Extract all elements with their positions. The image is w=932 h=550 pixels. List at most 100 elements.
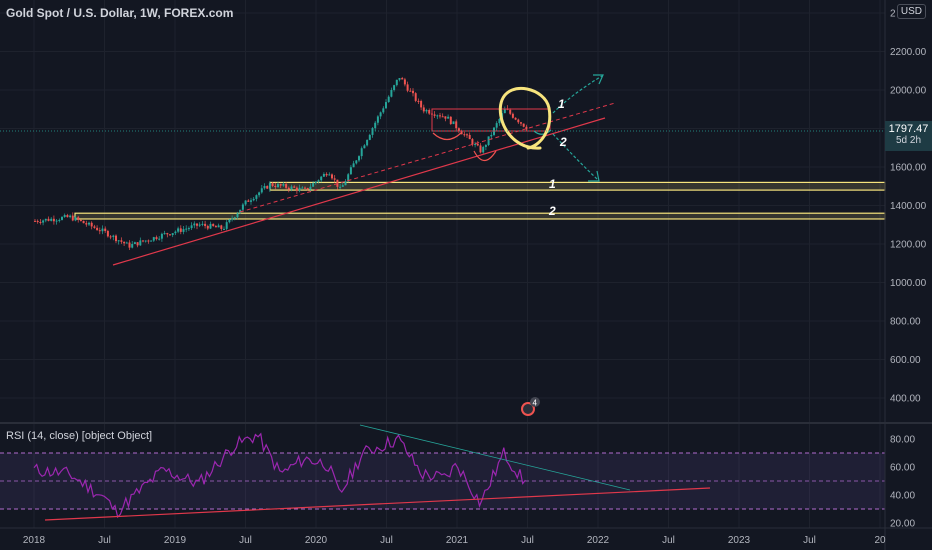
candle-body (293, 186, 296, 188)
candle-body (155, 237, 158, 240)
event-badge[interactable]: 4 (521, 397, 540, 416)
candle-body (150, 240, 153, 242)
candle-body (328, 174, 331, 176)
candle-body (123, 241, 126, 244)
candle-body (260, 188, 263, 193)
candle-body (514, 117, 517, 120)
candle-body (301, 187, 304, 189)
candle-body (144, 240, 147, 242)
candle-body (128, 242, 131, 248)
candle-body (298, 187, 301, 191)
support-zone-1[interactable] (269, 181, 886, 191)
candle-body (395, 79, 398, 86)
candle-body (304, 187, 306, 189)
candle-body (428, 109, 431, 114)
candle-body (325, 173, 328, 176)
candle-body (495, 123, 498, 128)
candle-body (185, 228, 188, 230)
candle-body (268, 183, 271, 189)
candle-body (174, 231, 177, 234)
candle-body (525, 126, 528, 130)
candle-body (363, 145, 366, 149)
candle-body (66, 215, 69, 218)
candle-body (441, 116, 444, 118)
candle-body (187, 228, 190, 230)
candle-body (96, 227, 99, 231)
candle-body (204, 223, 207, 226)
rsi-support-trendline[interactable] (44, 487, 711, 521)
candle-body (487, 136, 490, 146)
head-arc (473, 150, 497, 162)
rsi-resistance-trendline[interactable] (359, 424, 631, 491)
candle-body (498, 119, 501, 124)
candle-body (179, 228, 182, 232)
label-zone-2: 2 (548, 204, 556, 218)
candle-body (312, 183, 315, 187)
candle-body (444, 116, 447, 119)
candle-body (115, 235, 117, 242)
support-zones (74, 181, 886, 220)
candle-body (171, 233, 174, 236)
price-axis[interactable]: 22200.002000.001800.001600.001400.001200… (890, 9, 927, 405)
candle-body (104, 228, 107, 231)
candle-body (344, 181, 347, 186)
time-axis[interactable]: 2018 Jul 2019 Jul 2020 Jul 2021 Jul 2022 Jul 2023 J… (23, 535, 886, 546)
up-arrow[interactable] (552, 75, 603, 114)
candle-body (117, 240, 120, 242)
candle-body (490, 134, 493, 137)
price-tick-label: 1600.00 (890, 163, 927, 174)
candle-body (374, 122, 377, 129)
candle-body (101, 228, 104, 232)
highlight-circle[interactable] (498, 87, 552, 150)
candle-body (422, 107, 425, 112)
candle-body (233, 217, 236, 219)
rsi-tick-label: 40.00 (890, 491, 915, 502)
candle-body (223, 228, 225, 230)
down-arrow[interactable] (552, 133, 599, 181)
time-tick-label: 2023 (728, 535, 751, 546)
candle-body (455, 121, 458, 129)
candle-body (409, 90, 412, 92)
candle-body (212, 223, 215, 227)
candle-body (476, 143, 479, 146)
candle-body (482, 146, 485, 153)
support-zone-2[interactable] (74, 212, 886, 220)
candle-body (277, 184, 279, 188)
candle-body (182, 229, 185, 232)
candle-body (387, 96, 390, 103)
resistance-box[interactable] (431, 108, 551, 132)
candle-body (82, 220, 85, 224)
candle-body (263, 185, 266, 189)
candle-body (309, 186, 312, 190)
rsi-tick-label: 60.00 (890, 463, 915, 474)
rsi-tick-label: 20.00 (890, 519, 915, 530)
time-tick-label: Jul (98, 535, 111, 546)
main-trendline[interactable] (112, 117, 606, 266)
candle-body (457, 128, 460, 132)
trend-drawings: 1 2 1 2 (0, 74, 885, 266)
candle-body (274, 185, 277, 188)
candle-body (331, 174, 333, 179)
currency-selector[interactable]: USD (896, 4, 926, 19)
dashed-channel-line[interactable] (239, 102, 616, 213)
price-candles (34, 76, 528, 251)
candle-body (287, 187, 290, 190)
candle-body (522, 123, 525, 127)
candle-body (358, 156, 360, 161)
rsi-axis[interactable]: 80.00 60.00 40.00 20.00 (890, 435, 915, 530)
candle-body (244, 200, 247, 205)
candle-body (503, 108, 506, 114)
candle-body (390, 90, 393, 97)
candle-body (209, 223, 212, 229)
candle-body (120, 240, 123, 242)
candle-body (360, 148, 363, 157)
candle-body (42, 220, 45, 223)
candle-body (225, 222, 228, 229)
price-tick-label: 400.00 (890, 394, 921, 405)
candle-body (279, 184, 282, 186)
candle-body (50, 218, 53, 221)
candle-body (217, 225, 220, 228)
candle-body (255, 195, 258, 199)
candle-body (511, 113, 514, 118)
